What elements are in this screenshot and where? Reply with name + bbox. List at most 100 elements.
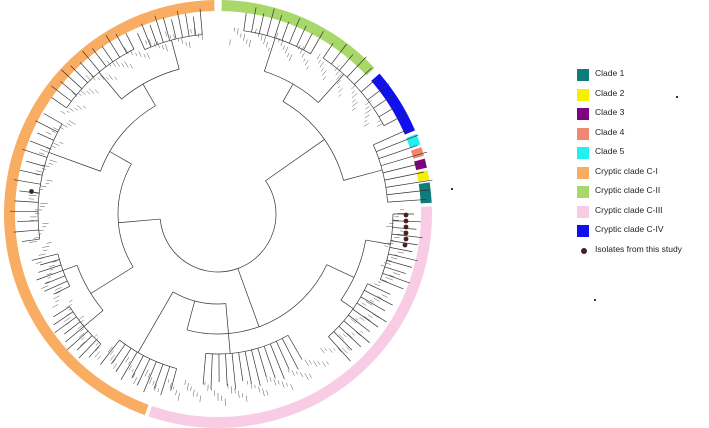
tree-tip	[181, 37, 183, 44]
tree-tip	[49, 159, 57, 163]
tree-branch	[266, 8, 275, 36]
tree-tip	[193, 28, 196, 36]
tree-branch	[65, 326, 85, 343]
isolate-marker	[403, 236, 409, 242]
tree-tip	[39, 257, 44, 260]
tree-tip	[321, 361, 326, 367]
tree-tip	[59, 141, 64, 144]
tree-branch	[26, 160, 45, 167]
tree-tip	[121, 63, 125, 68]
tree-branch	[244, 351, 252, 384]
tree-branch	[274, 14, 283, 38]
tree-tip	[114, 76, 118, 80]
tree-tip	[387, 259, 392, 262]
tree-tip	[250, 382, 253, 389]
tree-branch	[296, 25, 307, 47]
tree-tip	[373, 298, 380, 302]
tree-branch	[333, 331, 353, 351]
tree-tip	[68, 107, 74, 112]
legend-item-clade-4: Clade 4	[577, 125, 697, 145]
tree-branch	[17, 220, 39, 222]
tree-branch	[225, 303, 231, 354]
tree-tip	[299, 46, 304, 54]
tree-branch	[40, 259, 60, 266]
isolate-marker	[29, 189, 34, 194]
tree-tip	[105, 76, 109, 80]
tree-arc	[144, 34, 203, 50]
tree-branch	[258, 13, 265, 34]
tree-tip	[40, 185, 47, 188]
tree-arc	[119, 339, 177, 369]
tree-tip	[328, 348, 333, 353]
tree-tip	[386, 226, 394, 228]
tree-tip	[300, 372, 304, 378]
tree-tip	[110, 354, 115, 361]
tree-tip	[351, 332, 356, 336]
tree-tip	[184, 379, 186, 385]
ring-segment	[414, 158, 427, 171]
tree-branch	[19, 169, 43, 176]
tree-tip	[374, 283, 380, 287]
tree-tip	[80, 90, 86, 96]
ring-segment	[406, 133, 421, 148]
tree-branch	[354, 67, 372, 85]
tree-branch	[378, 144, 418, 159]
tree-tip	[273, 378, 277, 386]
tree-tip	[93, 338, 99, 343]
tree-branch	[31, 253, 58, 261]
tree-tip	[254, 384, 256, 389]
tree-tip	[115, 367, 119, 371]
tree-branch	[346, 56, 367, 78]
tree-branch	[231, 353, 237, 390]
tree-branch	[322, 43, 334, 59]
legend-item-clade-3: Clade 3	[577, 105, 697, 125]
phylogenetic-tree	[10, 7, 433, 396]
tree-tip	[240, 33, 242, 38]
tree-tip	[257, 29, 261, 38]
tree-tips	[28, 27, 406, 406]
tree-tip	[389, 274, 395, 277]
tree-tip	[363, 315, 371, 321]
tree-branch	[35, 120, 58, 133]
tree-tip	[365, 301, 373, 306]
tree-tip	[245, 395, 248, 402]
tree-branch	[378, 106, 396, 118]
tree-tip	[35, 261, 43, 264]
tree-tip	[68, 299, 73, 303]
tree-tip	[322, 76, 327, 81]
tree-tip	[359, 317, 365, 321]
tree-branch	[149, 24, 158, 45]
tree-tip	[82, 105, 87, 109]
tree-tip	[351, 319, 357, 324]
tree-tip	[321, 70, 327, 76]
tree-tip	[365, 106, 370, 110]
tree-tip	[334, 65, 340, 72]
tree-tip	[355, 331, 362, 337]
tree-branch	[287, 335, 303, 360]
legend-label: Clade 3	[595, 107, 625, 117]
tree-tip	[41, 168, 47, 170]
tree-tip	[338, 88, 343, 93]
tree-tip	[152, 380, 155, 386]
tree-arc	[243, 30, 311, 55]
tree-branch	[373, 129, 409, 146]
tree-tip	[80, 328, 84, 332]
tree-tip	[131, 369, 134, 373]
tree-tip	[112, 358, 116, 363]
tree-tip	[173, 386, 175, 390]
tree-tip	[351, 93, 358, 99]
tree-branch	[365, 239, 391, 245]
tree-branch	[386, 189, 430, 196]
tree-branch	[83, 310, 104, 327]
tree-tip	[336, 73, 342, 80]
tree-tip	[295, 371, 298, 375]
legend-swatch	[577, 108, 589, 120]
tree-branch	[367, 83, 390, 101]
tree-branch	[51, 97, 67, 109]
tree-tip	[260, 35, 263, 41]
tree-branch	[111, 344, 126, 365]
tree-branch	[13, 179, 41, 185]
tree-tip	[154, 384, 157, 391]
tree-tip	[304, 372, 309, 381]
tree-branch	[154, 15, 164, 43]
